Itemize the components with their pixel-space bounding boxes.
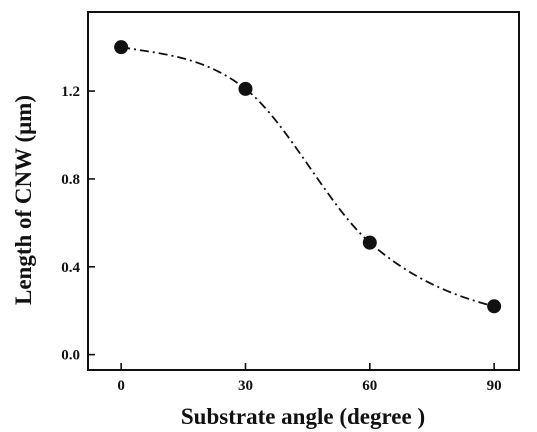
data-point (487, 299, 502, 314)
y-axis-title: Length of CNW (μm) (11, 95, 36, 305)
y-tick-label: 0.8 (61, 172, 80, 188)
data-point (238, 81, 253, 96)
x-tick-label: 30 (238, 378, 253, 394)
data-point (114, 40, 129, 55)
y-tick-label: 0.4 (61, 260, 80, 276)
y-tick-label: 1.2 (61, 84, 80, 100)
x-tick-label: 60 (362, 378, 377, 394)
data-point (362, 235, 377, 250)
y-axis-ticks: 0.0 0.4 0.8 1.2 (61, 84, 95, 364)
data-points (114, 40, 502, 314)
x-axis-title: Substrate angle (degree ) (181, 404, 425, 429)
x-tick-label: 0 (117, 378, 125, 394)
y-tick-label: 0.0 (61, 348, 80, 364)
x-tick-label: 90 (487, 378, 502, 394)
plot-frame (87, 11, 520, 371)
fit-curve (121, 46, 495, 308)
x-axis-ticks: 0 30 60 90 (117, 363, 502, 394)
